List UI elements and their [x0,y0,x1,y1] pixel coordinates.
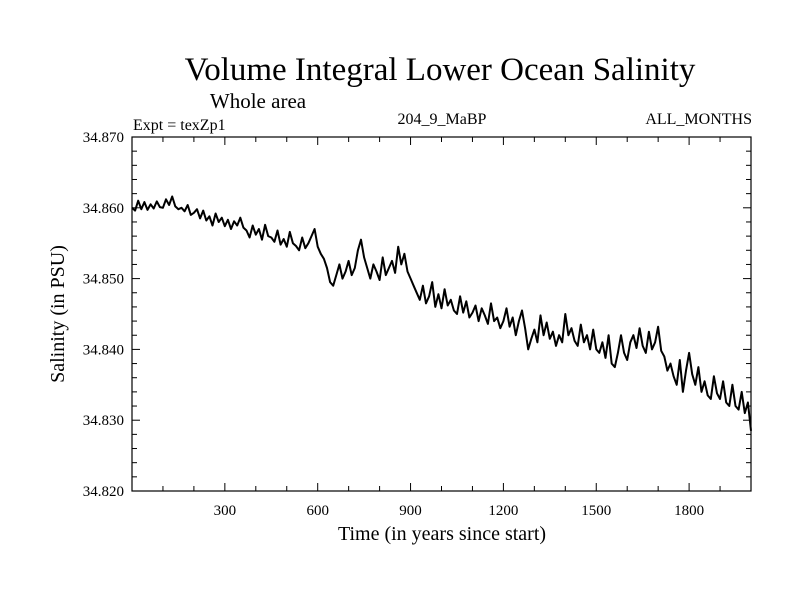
y-tick-label: 34.870 [83,130,124,146]
chart-subtitle: Whole area [210,89,307,113]
x-tick-label: 900 [399,503,422,519]
plot-frame [131,136,752,492]
x-tick-label: 300 [214,503,237,519]
y-tick-label: 34.860 [83,201,124,217]
annotation-expt: Expt = texZp1 [133,117,226,134]
x-axis-title: Time (in years since start) [338,523,546,545]
annotation-period: 204_9_MaBP [398,111,487,128]
y-tick-label: 34.850 [83,272,124,288]
x-tick-labels: 300 600 900 1200 1500 1800 [214,503,704,519]
chart-title: Volume Integral Lower Ocean Salinity [185,52,696,88]
x-tick-label: 1200 [488,503,518,519]
y-tick-label: 34.820 [83,484,124,500]
y-tick-label: 34.830 [83,413,124,429]
series-line-salinity [131,195,752,431]
x-tick-label: 600 [306,503,329,519]
y-tick-label: 34.840 [83,342,124,358]
annotation-months: ALL_MONTHS [645,111,752,128]
x-tick-label: 1800 [674,503,704,519]
y-axis-title: Salinity (in PSU) [47,245,69,383]
x-tick-label: 1500 [581,503,611,519]
axis-ticks [132,137,751,491]
y-tick-labels: 34.820 34.830 34.840 34.850 34.860 34.870 [83,130,124,500]
